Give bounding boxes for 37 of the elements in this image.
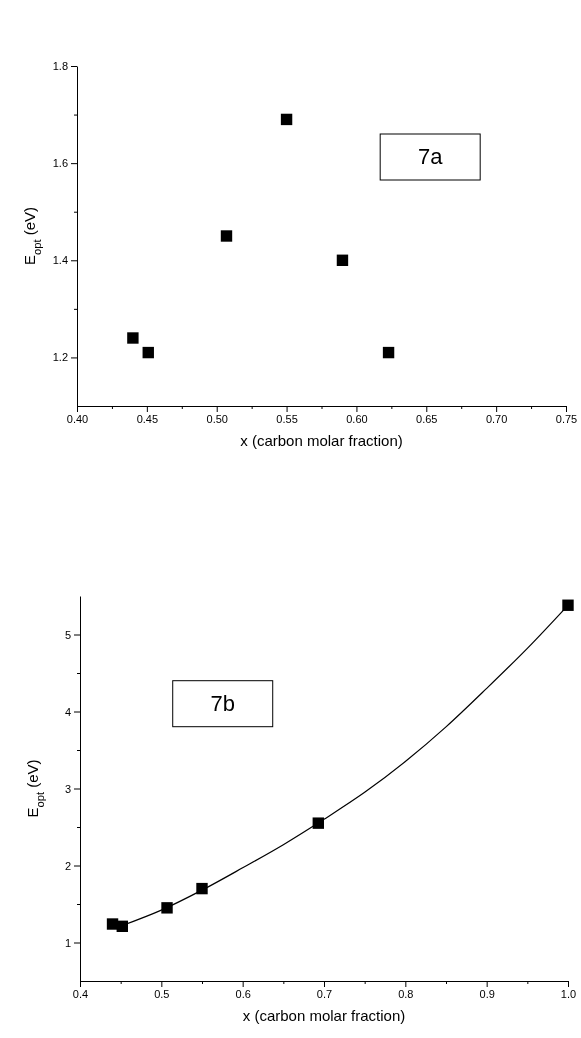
x-tick-label: 0.75 [555,412,578,425]
x-tick-label: 0.5 [154,987,170,1000]
x-tick-label: 0.70 [485,412,508,425]
point [161,902,173,914]
x-tick-label: 0.50 [206,412,228,425]
point [127,332,139,344]
point [280,113,293,126]
y-tick-label: 3 [64,782,71,795]
y-tick-label: 1.6 [52,157,68,170]
y-tick-label: 4 [64,705,71,718]
x-tick-label: 0.8 [398,987,414,1000]
point [562,599,574,611]
annotation: 7a [417,144,444,169]
y-tick-label: 1.4 [52,254,68,267]
y-tick-label: 5 [64,628,71,641]
x-axis-title: x (carbon molar fraction) [242,1007,406,1024]
x-tick-label: 0.4 [72,987,89,1000]
point [142,346,154,359]
y-tick-label: 1.2 [52,351,68,364]
annotation: 7b [210,690,235,716]
y-tick-label: 1.8 [52,60,68,73]
point [336,254,349,266]
x-tick-label: 0.6 [235,987,251,1000]
x-tick-label: 0.55 [276,412,298,425]
point [220,230,233,242]
y-tick-label: 1 [64,936,71,949]
point [382,346,395,359]
point [106,918,119,930]
x-tick-label: 0.9 [479,987,495,1000]
x-tick-label: 1.0 [560,987,577,1000]
x-tick-label: 0.65 [416,412,438,425]
x-tick-label: 0.7 [316,987,333,1000]
x-tick-label: 0.45 [136,412,159,425]
x-tick-label: 0.40 [66,412,89,425]
x-tick-label: 0.60 [346,412,368,425]
y-tick-label: 2 [64,859,71,872]
x-axis-title: x (carbon molar fraction) [240,432,403,449]
